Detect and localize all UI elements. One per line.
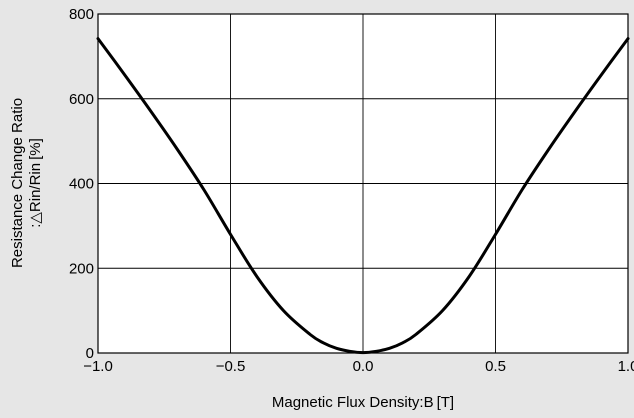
- x-tick-label: −1.0: [83, 358, 113, 375]
- y-tick-labels: 0 200 400 600 800: [69, 6, 94, 362]
- y-tick-label: 600: [69, 91, 94, 108]
- y-tick-label: 400: [69, 176, 94, 193]
- y-tick-label: 200: [69, 260, 94, 277]
- y-tick-label: 800: [69, 6, 94, 23]
- series-line: [96, 37, 630, 355]
- x-tick-label: 0.0: [353, 358, 374, 375]
- y-tick-label: 0: [86, 345, 94, 362]
- x-tick-label: 1.0: [618, 358, 634, 375]
- y-axis-title-line-1: Resistance Change Ratio: [9, 98, 26, 268]
- series-layer: [96, 37, 630, 355]
- x-tick-labels: −1.0 −0.5 0.0 0.5 1.0: [83, 358, 634, 375]
- y-axis-title-line-2: :△Rin/Rin [%]: [27, 138, 44, 228]
- y-axis-title: Resistance Change Ratio :△Rin/Rin [%]: [9, 98, 44, 268]
- x-tick-label: 0.5: [485, 358, 506, 375]
- x-axis-title: Magnetic Flux Density:B [T]: [272, 394, 454, 411]
- grid: [98, 14, 628, 353]
- x-tick-label: −0.5: [216, 358, 246, 375]
